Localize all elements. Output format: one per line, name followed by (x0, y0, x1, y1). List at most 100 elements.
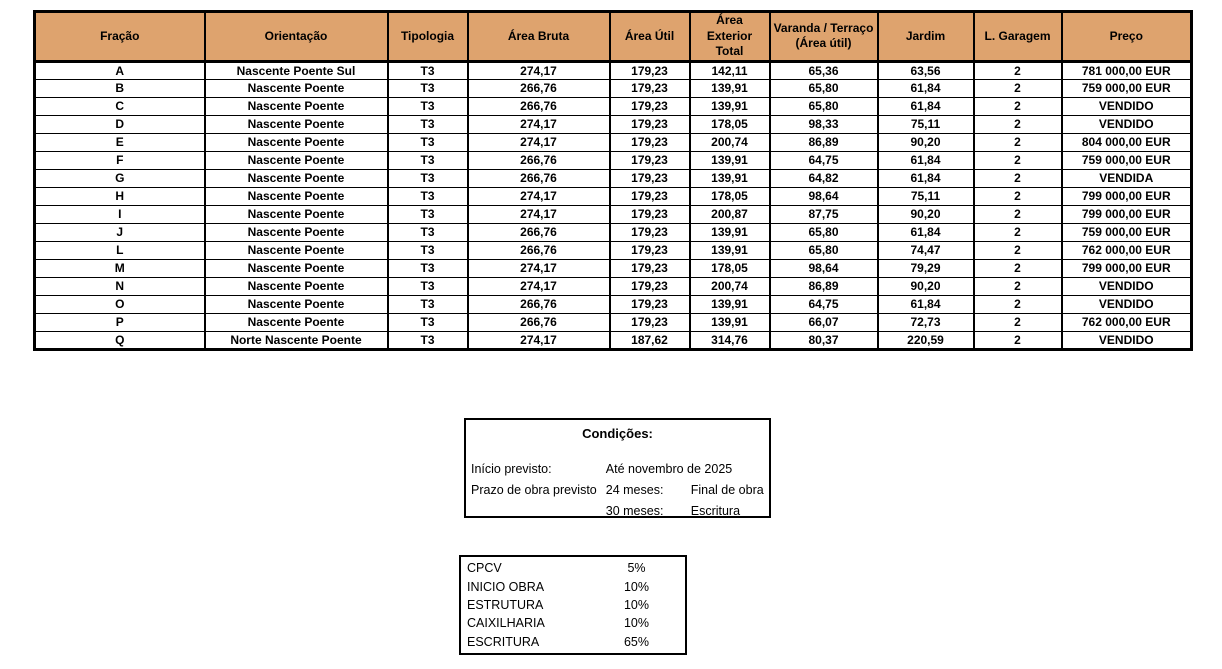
value-cell: 266,76 (466, 241, 611, 260)
fraction-cell: M (33, 259, 206, 278)
value-cell: 220,59 (876, 331, 975, 350)
value-cell: 142,11 (688, 61, 771, 80)
value-cell: 79,29 (876, 259, 975, 278)
table-row: O Nascente Poente T3 266,76 179,23 139,91 64,7… (33, 295, 1193, 314)
value-cell: 2 (972, 223, 1063, 242)
value-cell: 66,07 (768, 313, 879, 332)
value-cell: 179,23 (608, 295, 691, 314)
value-cell: T3 (386, 259, 469, 278)
value-cell: 64,75 (768, 295, 879, 314)
payment-row: CPCV 5% (467, 561, 679, 575)
value-cell: 139,91 (688, 223, 771, 242)
value-cell: 2 (972, 61, 1063, 80)
price-cell: 781 000,00 EUR (1060, 61, 1193, 80)
value-cell: 139,91 (688, 241, 771, 260)
table-row: E Nascente Poente T3 274,17 179,23 200,74 86,8… (33, 133, 1193, 152)
value-cell: Nascente Poente (203, 295, 389, 314)
value-cell: T3 (386, 115, 469, 134)
value-cell: 179,23 (608, 223, 691, 242)
table-row: P Nascente Poente T3 266,76 179,23 139,91 66,0… (33, 313, 1193, 332)
value-cell: T3 (386, 205, 469, 224)
value-cell: 187,62 (608, 331, 691, 350)
condition-value: 24 meses: (605, 483, 664, 497)
value-cell: Nascente Poente Sul (203, 61, 389, 80)
value-cell: 2 (972, 97, 1063, 116)
value-cell: 179,23 (608, 169, 691, 188)
payment-row: INICIO OBRA 10% (467, 580, 679, 594)
fraction-cell: H (33, 187, 206, 206)
value-cell: 178,05 (688, 259, 771, 278)
value-cell: 65,80 (768, 241, 879, 260)
value-cell: 178,05 (688, 115, 771, 134)
price-cell: VENDIDO (1060, 331, 1193, 350)
value-cell: 274,17 (466, 331, 611, 350)
value-cell: 179,23 (608, 205, 691, 224)
condition-value2: Final de obra (690, 483, 764, 497)
value-cell: Nascente Poente (203, 115, 389, 134)
value-cell: 179,23 (608, 241, 691, 260)
value-cell: 2 (972, 259, 1063, 278)
table-row: A Nascente Poente Sul T3 274,17 179,23 142,11… (33, 61, 1193, 80)
value-cell: 90,20 (876, 277, 975, 296)
value-cell: Nascente Poente (203, 97, 389, 116)
value-cell: 61,84 (876, 295, 975, 314)
conditions-title: Condições: (582, 426, 653, 441)
payment-row: CAIXILHARIA 10% (467, 616, 679, 630)
column-header: Área Bruta (466, 11, 611, 63)
value-cell: Nascente Poente (203, 277, 389, 296)
value-cell: 179,23 (608, 259, 691, 278)
value-cell: 98,64 (768, 259, 879, 278)
value-cell: 72,73 (876, 313, 975, 332)
value-cell: 90,20 (876, 133, 975, 152)
value-cell: Nascente Poente (203, 169, 389, 188)
value-cell: 98,33 (768, 115, 879, 134)
value-cell: Nascente Poente (203, 187, 389, 206)
column-header: Preço (1060, 11, 1193, 63)
value-cell: 314,76 (688, 331, 771, 350)
fraction-cell: G (33, 169, 206, 188)
payment-row: ESCRITURA 65% (467, 635, 679, 649)
fraction-cell: L (33, 241, 206, 260)
column-header: Varanda / Terraço (Área útil) (768, 11, 879, 63)
value-cell: T3 (386, 61, 469, 80)
payment-stage-label: INICIO OBRA (467, 579, 545, 594)
value-cell: 2 (972, 115, 1063, 134)
price-cell: VENDIDO (1060, 97, 1193, 116)
fraction-cell: J (33, 223, 206, 242)
payment-row: ESTRUTURA 10% (467, 598, 679, 612)
payment-percentage: 10% (623, 616, 650, 631)
value-cell: 179,23 (608, 115, 691, 134)
condition-row: Início previsto: Até novembro de 2025 (471, 459, 764, 480)
table-row: C Nascente Poente T3 266,76 179,23 139,91 65,8… (33, 97, 1193, 116)
value-cell: 266,76 (466, 79, 611, 98)
value-cell: 139,91 (688, 295, 771, 314)
value-cell: 2 (972, 151, 1063, 170)
fraction-cell: C (33, 97, 206, 116)
value-cell: 2 (972, 313, 1063, 332)
condition-label: Início previsto: (471, 462, 552, 476)
value-cell: 139,91 (688, 79, 771, 98)
value-cell: 179,23 (608, 151, 691, 170)
value-cell: 61,84 (876, 79, 975, 98)
column-header: Área Exterior Total (688, 11, 771, 63)
price-cell: 759 000,00 EUR (1060, 151, 1193, 170)
value-cell: T3 (386, 151, 469, 170)
value-cell: T3 (386, 79, 469, 98)
price-cell: 799 000,00 EUR (1060, 205, 1193, 224)
value-cell: 274,17 (466, 277, 611, 296)
value-cell: 74,47 (876, 241, 975, 260)
value-cell: 266,76 (466, 295, 611, 314)
payment-schedule-box: CPCV 5% INICIO OBRA 10% ESTRUTURA 10% CAIXILHA… (459, 555, 687, 655)
value-cell: T3 (386, 277, 469, 296)
value-cell: Nascente Poente (203, 223, 389, 242)
payment-percentage: 65% (623, 634, 650, 649)
price-table-body: A Nascente Poente Sul T3 274,17 179,23 142,11… (33, 61, 1193, 350)
price-cell: 759 000,00 EUR (1060, 79, 1193, 98)
value-cell: 179,23 (608, 277, 691, 296)
price-cell: 759 000,00 EUR (1060, 223, 1193, 242)
value-cell: 75,11 (876, 187, 975, 206)
value-cell: 2 (972, 277, 1063, 296)
value-cell: 90,20 (876, 205, 975, 224)
condition-row: Prazo de obra previsto 24 meses: Final de … (471, 480, 764, 501)
condition-label (471, 501, 606, 522)
